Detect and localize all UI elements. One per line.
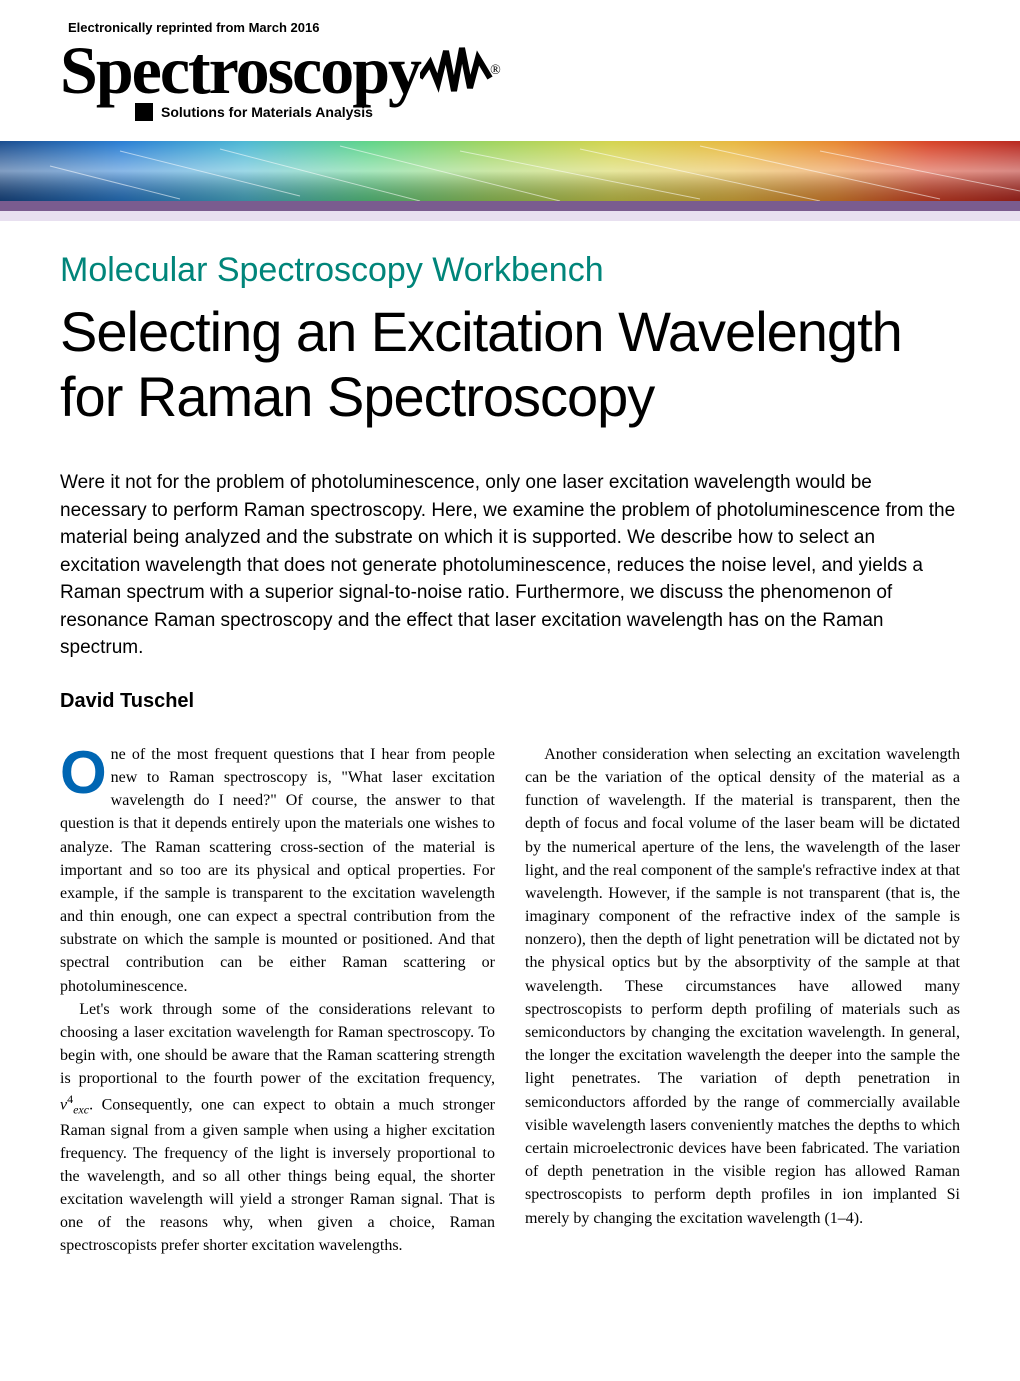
spectrum-banner xyxy=(0,141,1020,221)
tagline-box-icon xyxy=(135,103,153,121)
para-text: . Consequently, one can expect to obtain… xyxy=(60,1096,495,1255)
tagline-area: Solutions for Materials Analysis xyxy=(135,103,960,121)
logo-text: Spectroscopy xyxy=(60,40,420,101)
article-title: Selecting an Excitation Wavelength for R… xyxy=(60,300,960,429)
body-paragraph: Another consideration when selecting an … xyxy=(525,743,960,1230)
author-name: David Tuschel xyxy=(60,690,960,713)
para-text: Another consideration when selecting an … xyxy=(525,746,960,1227)
abstract-text: Were it not for the problem of photolumi… xyxy=(60,469,960,662)
registered-mark: ® xyxy=(490,63,501,79)
drop-cap: O xyxy=(60,743,111,798)
column-heading: Molecular Spectroscopy Workbench xyxy=(60,251,960,290)
subscript: exc xyxy=(73,1102,89,1116)
body-paragraph: Let's work through some of the considera… xyxy=(60,998,495,1258)
body-paragraph: One of the most frequent questions that … xyxy=(60,743,495,998)
body-columns: One of the most frequent questions that … xyxy=(60,743,960,1258)
logo-area: Spectroscopy ® xyxy=(60,40,960,101)
para-text: ne of the most frequent questions that I… xyxy=(60,746,495,995)
content-area: Molecular Spectroscopy Workbench Selecti… xyxy=(0,221,1020,1297)
column-1: One of the most frequent questions that … xyxy=(60,743,495,1258)
header-area: Electronically reprinted from March 2016… xyxy=(0,0,1020,121)
logo-wave-icon xyxy=(420,43,500,98)
para-text: Let's work through some of the considera… xyxy=(60,1001,495,1088)
tagline-text: Solutions for Materials Analysis xyxy=(161,104,373,120)
column-2: Another consideration when selecting an … xyxy=(525,743,960,1258)
page-container: Electronically reprinted from March 2016… xyxy=(0,0,1020,1298)
